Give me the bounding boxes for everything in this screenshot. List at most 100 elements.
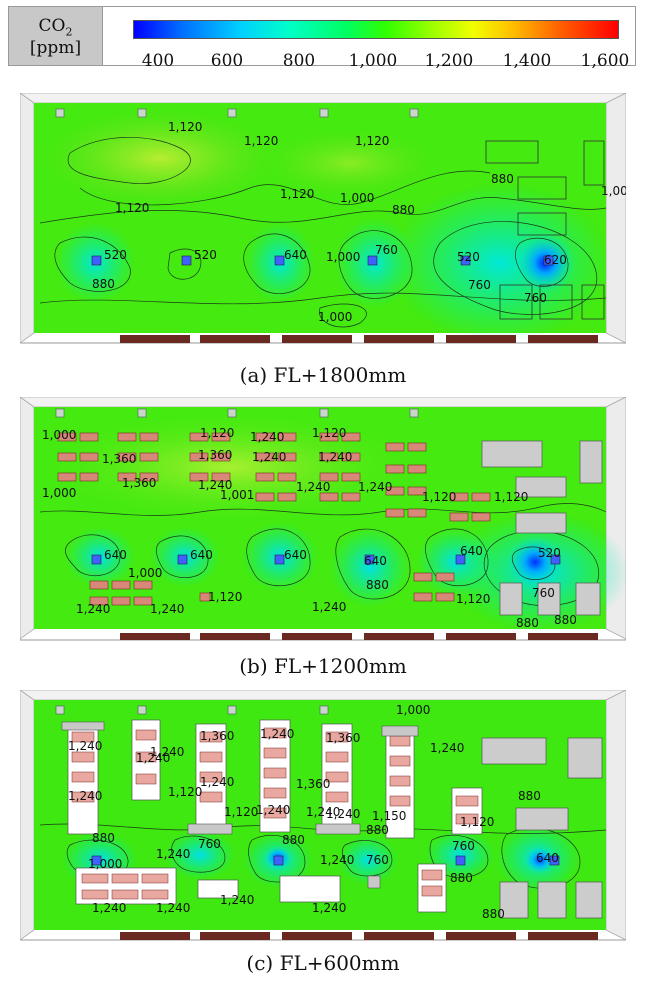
contour-label: 1,240 (68, 789, 102, 803)
contour-label: 1,000 (326, 250, 360, 264)
contour-label: 1,240 (312, 600, 346, 614)
legend-unit-label: [ppm] (29, 38, 82, 58)
contour-label: 1,360 (326, 731, 360, 745)
contour-label: 620 (544, 253, 567, 267)
contour-label: 1,000 (601, 184, 626, 198)
colorbar-tick-400: 400 (141, 51, 175, 71)
contour-label: 1,360 (102, 452, 136, 466)
contour-label: 1,240 (306, 805, 340, 819)
contour-label: 1,120 (208, 590, 242, 604)
contour-label: 880 (92, 277, 115, 291)
panel-b-contour-map: 1,000 1,120 1,240 1,120 1,360 1,360 1,24… (20, 397, 626, 642)
contour-label: 1,240 (220, 893, 254, 907)
contour-label: 1,120 (456, 592, 490, 606)
contour-label: 760 (452, 839, 475, 853)
contour-label: 1,120 (115, 201, 149, 215)
contour-label: 1,000 (340, 191, 374, 205)
contour-label: 1,000 (128, 566, 162, 580)
contour-label: 640 (284, 248, 307, 262)
contour-label: 1,240 (76, 602, 110, 616)
contour-label: 1,240 (252, 450, 286, 464)
contour-label: 640 (536, 851, 559, 865)
contour-label: 1,240 (156, 901, 190, 915)
contour-label: 1,240 (198, 478, 232, 492)
contour-label: 1,120 (244, 134, 278, 148)
contour-label: 520 (538, 546, 561, 560)
contour-label: 520 (104, 248, 127, 262)
contour-label: 880 (282, 833, 305, 847)
contour-label: 1,240 (156, 847, 190, 861)
contour-label: 1,240 (260, 727, 294, 741)
contour-label: 880 (366, 578, 389, 592)
panel-c-caption: (c) FL+600mm (246, 951, 400, 975)
contour-label: 880 (450, 871, 473, 885)
contour-label: 640 (460, 544, 483, 558)
contour-label: 760 (375, 243, 398, 257)
contour-label: 520 (194, 248, 217, 262)
contour-label: 1,120 (460, 815, 494, 829)
legend-unit-quantity: CO2 (38, 16, 73, 39)
colorbar-legend: CO2 [ppm] 400 600 800 1,000 1,200 1,400 … (8, 6, 636, 71)
contour-label: 760 (198, 837, 221, 851)
contour-label: 1,240 (92, 901, 126, 915)
contour-label: 1,120 (280, 187, 314, 201)
contour-label: 760 (532, 586, 555, 600)
contour-label: 1,240 (150, 745, 184, 759)
contour-label: 760 (524, 291, 547, 305)
contour-label: 1,240 (320, 853, 354, 867)
contour-label: 1,360 (122, 476, 156, 490)
contour-label: 1,240 (256, 803, 290, 817)
contour-label: 1,240 (358, 480, 392, 494)
panel-a-caption: (a) FL+1800mm (239, 363, 407, 387)
colorbar-tick-1200: 1,200 (424, 51, 474, 71)
contour-label: 1,360 (198, 448, 232, 462)
contour-label: 1,000 (42, 486, 76, 500)
contour-label: 1,120 (355, 134, 389, 148)
contour-label: 1,360 (200, 729, 234, 743)
contour-label: 880 (491, 172, 514, 186)
contour-label: 880 (366, 823, 389, 837)
contour-label: 880 (482, 907, 505, 921)
contour-label: 760 (366, 853, 389, 867)
colorbar-tick-1600: 1,600 (580, 51, 630, 71)
colorbar-tick-600: 600 (210, 51, 244, 71)
contour-label: 1,000 (88, 857, 122, 871)
contour-label: 1,150 (372, 809, 406, 823)
panel-a-contour-map: 1,120 1,120 1,120 1,120 1,000 880 1,000 … (20, 93, 626, 347)
contour-label: 1,120 (312, 426, 346, 440)
contour-label: 1,240 (430, 741, 464, 755)
contour-label: 1,240 (68, 739, 102, 753)
contour-label: 1,120 (224, 805, 258, 819)
contour-label: 1,000 (318, 310, 352, 324)
legend-unit-box: CO2 [ppm] (9, 7, 103, 65)
contour-label: 1,360 (296, 777, 330, 791)
contour-label: 520 (457, 250, 480, 264)
contour-label: 1,240 (312, 901, 346, 915)
contour-label: 1,001 (220, 488, 254, 502)
contour-label: 1,240 (296, 480, 330, 494)
contour-label: 1,000 (42, 428, 76, 442)
contour-label: 880 (516, 616, 539, 630)
colorbar-tick-1000: 1,000 (348, 51, 398, 71)
contour-label: 1,240 (250, 430, 284, 444)
colorbar-tick-800: 800 (282, 51, 316, 71)
colorbar-gradient (133, 20, 619, 39)
contour-label: 1,240 (326, 807, 360, 821)
contour-label: 1,120 (494, 490, 528, 504)
contour-label: 1,120 (200, 426, 234, 440)
contour-label: 640 (284, 548, 307, 562)
contour-label: 1,240 (150, 602, 184, 616)
contour-label: 640 (364, 554, 387, 568)
panel-c-contour-map: 1,000 1,240 1,360 1,240 1,360 1,240 1,24… (20, 690, 626, 942)
contour-label: 1,000 (396, 703, 430, 717)
contour-label: 1,240 (200, 775, 234, 789)
contour-label: 880 (92, 831, 115, 845)
contour-label: 1,240 (318, 450, 352, 464)
contour-label: 640 (190, 548, 213, 562)
contour-label: 760 (468, 278, 491, 292)
contour-label: 880 (518, 789, 541, 803)
colorbar-tick-1400: 1,400 (502, 51, 552, 71)
contour-label: 1,120 (422, 490, 456, 504)
contour-label: 1,240 (136, 751, 170, 765)
contour-label: 880 (392, 203, 415, 217)
